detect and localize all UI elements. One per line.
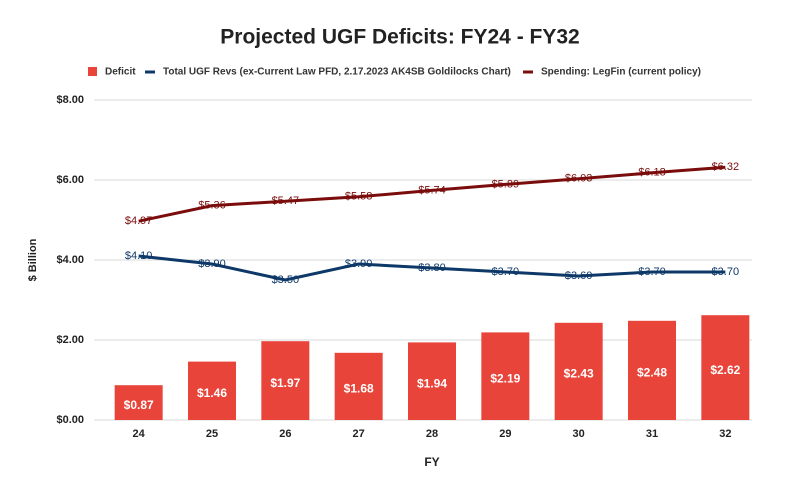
y-tick-label: $2.00 [56, 334, 84, 346]
data-label: $5.58 [345, 191, 373, 203]
x-tick-label: 25 [206, 428, 218, 440]
bar [481, 332, 530, 420]
data-label: $2.19 [490, 371, 520, 385]
data-label: $3.80 [418, 262, 446, 274]
data-label: $6.32 [712, 161, 740, 173]
x-axis-label: FY [424, 455, 439, 469]
bar [334, 352, 383, 420]
data-label: $6.03 [565, 173, 593, 185]
legend-label: Deficit [105, 67, 136, 78]
data-label: $3.50 [272, 274, 300, 286]
bar [261, 341, 310, 420]
data-label: $3.90 [345, 258, 373, 270]
bar [408, 342, 456, 420]
x-tick-label: 28 [426, 428, 438, 440]
bar [628, 320, 676, 420]
data-label: $3.90 [198, 258, 226, 270]
bar [701, 315, 750, 420]
line [138, 254, 726, 282]
bar [554, 322, 603, 420]
y-tick-label: $4.00 [56, 254, 84, 266]
data-label: $5.74 [418, 184, 446, 196]
data-label: $3.70 [712, 266, 740, 278]
y-tick-label: $0.00 [56, 414, 84, 426]
x-tick-label: 32 [719, 428, 731, 440]
y-tick-label: $6.00 [56, 174, 84, 186]
legend-swatch [88, 67, 97, 76]
data-label: $1.46 [197, 386, 227, 400]
data-label: $2.62 [710, 363, 740, 377]
y-axis-label: $ Billion [27, 238, 39, 281]
data-label: $3.60 [565, 270, 593, 282]
data-label: $2.43 [564, 367, 594, 381]
x-tick-label: 30 [573, 428, 585, 440]
bar [114, 385, 163, 420]
chart-title: Projected UGF Deficits: FY24 - FY32 [220, 26, 579, 49]
legend-label: Spending: LegFin (current policy) [541, 67, 701, 78]
x-tick-label: 27 [353, 428, 365, 440]
data-label: $4.97 [125, 215, 153, 227]
legend-label: Total UGF Revs (ex-Current Law PFD, 2.17… [163, 67, 511, 78]
data-label: $1.97 [270, 376, 300, 390]
data-label: $3.70 [492, 266, 520, 278]
data-label: $5.89 [492, 178, 520, 190]
data-label: $0.87 [124, 398, 154, 412]
x-tick-label: 29 [499, 428, 511, 440]
data-label: $5.36 [198, 200, 226, 212]
x-tick-label: 31 [646, 428, 658, 440]
data-label: $4.10 [125, 250, 153, 262]
data-label: $1.68 [344, 382, 374, 396]
data-label: $2.48 [637, 366, 667, 380]
x-tick-label: 24 [133, 428, 146, 440]
y-tick-label: $8.00 [56, 94, 84, 106]
bar [188, 361, 236, 420]
data-label: $1.94 [417, 376, 447, 390]
data-label: $3.70 [638, 266, 666, 278]
line [138, 165, 726, 223]
data-label: $6.18 [638, 167, 666, 179]
data-label: $5.47 [272, 195, 300, 207]
x-tick-label: 26 [279, 428, 291, 440]
